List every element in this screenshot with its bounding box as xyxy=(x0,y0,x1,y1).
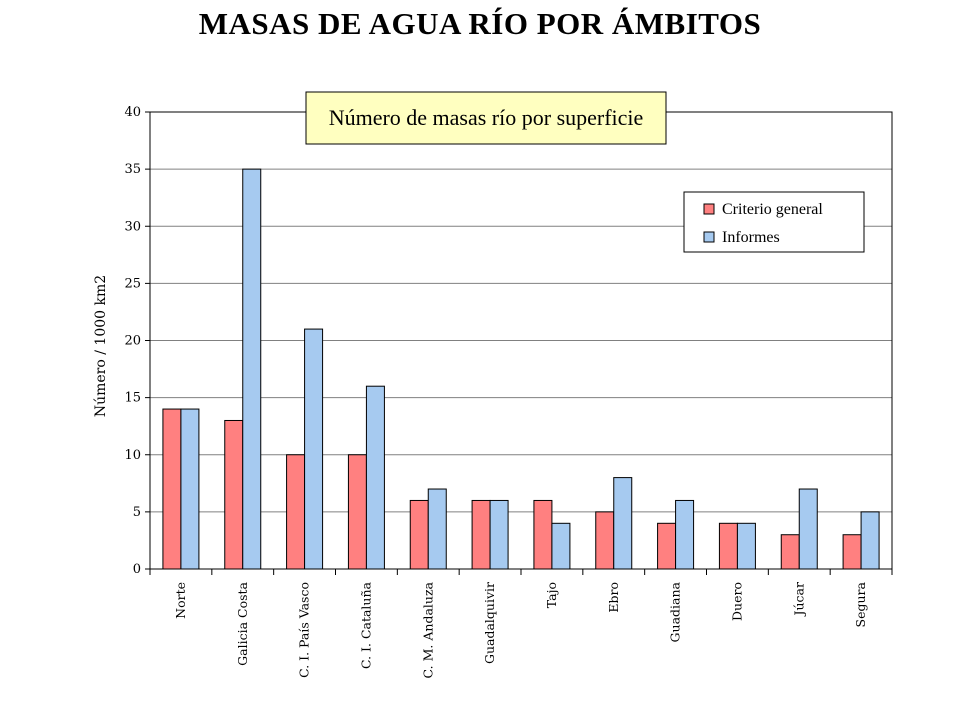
x-tick-label: Duero xyxy=(729,582,744,621)
chart-title-box: Número de masas río por superficie xyxy=(305,91,667,145)
bar-informes xyxy=(860,511,880,570)
bar-informes xyxy=(242,168,262,570)
y-tick-label: 20 xyxy=(124,334,141,349)
x-tick-labels: Norte Galicia Costa C. I. País Vasco C. I. … xyxy=(173,581,868,678)
x-tick-label: Galicia Costa xyxy=(235,581,250,665)
bar-criterio-general xyxy=(842,534,862,570)
legend-swatch xyxy=(703,231,715,243)
bar-informes xyxy=(427,488,447,570)
bar-criterio-general xyxy=(595,511,615,570)
y-tick-label: 5 xyxy=(133,505,141,520)
y-tick-label: 25 xyxy=(124,276,141,291)
bar-criterio-general xyxy=(657,522,677,570)
x-tick-label: Norte xyxy=(173,582,188,619)
bar-criterio-general xyxy=(347,454,367,570)
legend-swatch xyxy=(703,203,715,215)
y-tick-label: 40 xyxy=(124,105,141,120)
x-tick-label: Guadiana xyxy=(668,581,683,642)
bar-criterio-general xyxy=(533,499,553,570)
y-tick-labels: 0 5 10 15 20 25 30 35 40 xyxy=(124,105,141,577)
legend-label: Informes xyxy=(722,229,780,246)
bar-informes xyxy=(736,522,756,570)
y-tick-label: 15 xyxy=(124,391,141,406)
x-tick-label: C. M. Andaluza xyxy=(420,581,435,678)
chart-title: Número de masas río por superficie xyxy=(329,105,644,130)
y-tick-label: 35 xyxy=(124,162,141,177)
bar-informes xyxy=(798,488,818,570)
grid-lines xyxy=(150,111,892,513)
legend: Criterio general Informes xyxy=(683,191,865,253)
x-tick-label: Tajo xyxy=(544,582,559,608)
y-axis-title: Número / 1000 km2 xyxy=(93,275,109,417)
bar-informes xyxy=(613,477,633,570)
x-tick-label: C. I. País Vasco xyxy=(297,582,312,678)
bar-criterio-general xyxy=(224,419,244,570)
bar-criterio-general xyxy=(718,522,738,570)
bar-criterio-general xyxy=(780,534,800,570)
bar-criterio-general xyxy=(286,454,306,570)
bar-informes xyxy=(675,499,695,570)
bar-informes xyxy=(180,408,200,570)
bar-criterio-general xyxy=(162,408,182,570)
legend-label: Criterio general xyxy=(722,201,823,218)
x-tick-label: C. I. Cataluña xyxy=(358,581,373,669)
x-tick-label: Júcar xyxy=(791,582,806,618)
bar-criterio-general xyxy=(471,499,491,570)
chart-title-box-bg xyxy=(305,91,667,145)
x-tick-label: Segura xyxy=(853,581,868,627)
y-tick-label: 0 xyxy=(133,562,141,577)
slide-title: MASAS DE AGUA RÍO POR ÁMBITOS xyxy=(198,6,762,41)
bar-informes xyxy=(489,499,509,570)
y-tick-label: 10 xyxy=(124,448,141,463)
bar-criterio-general xyxy=(409,499,429,570)
x-tick-label: Ebro xyxy=(606,582,621,613)
bar-informes xyxy=(304,328,324,570)
bar-informes xyxy=(551,522,571,570)
x-tick-label: Guadalquivir xyxy=(482,582,497,664)
y-tick-label: 30 xyxy=(124,219,141,234)
bar-informes xyxy=(365,385,385,570)
